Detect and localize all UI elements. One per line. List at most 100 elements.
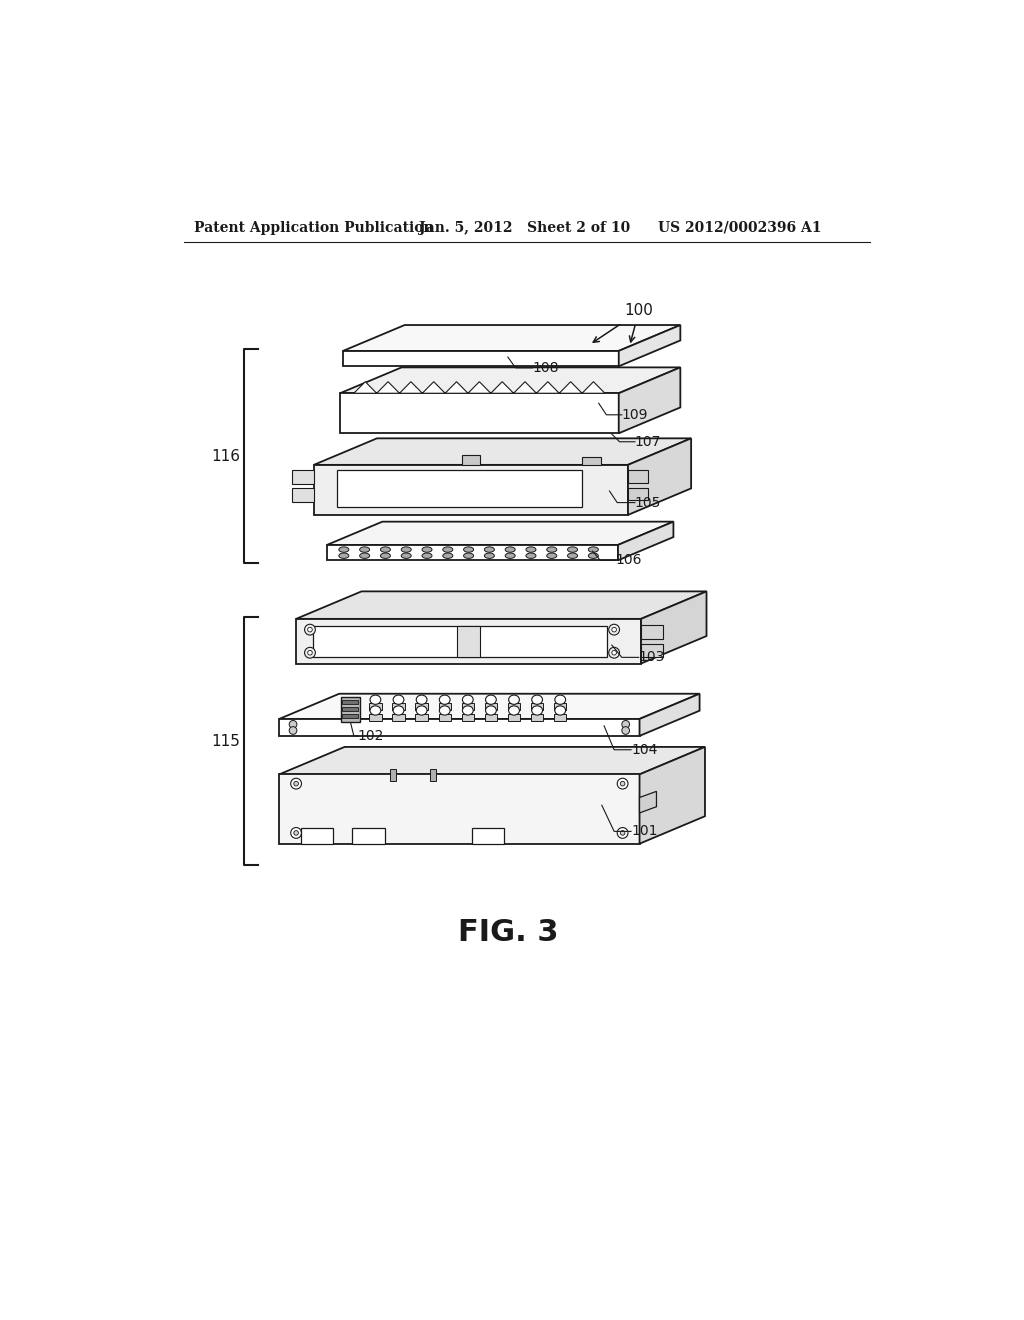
Ellipse shape — [359, 546, 370, 552]
Polygon shape — [313, 438, 691, 465]
Bar — [416, 714, 428, 721]
Polygon shape — [340, 367, 680, 393]
Text: 107: 107 — [635, 434, 662, 449]
Ellipse shape — [439, 696, 451, 705]
Polygon shape — [640, 747, 705, 843]
Polygon shape — [641, 591, 707, 664]
Bar — [508, 714, 520, 721]
Ellipse shape — [547, 546, 557, 552]
Polygon shape — [340, 393, 618, 433]
Bar — [390, 770, 396, 780]
Circle shape — [608, 624, 620, 635]
Polygon shape — [280, 694, 699, 719]
Text: 102: 102 — [357, 729, 384, 743]
Circle shape — [611, 651, 616, 655]
Ellipse shape — [442, 553, 453, 558]
Text: 104: 104 — [631, 743, 657, 756]
Ellipse shape — [370, 696, 381, 705]
Polygon shape — [343, 351, 618, 367]
Polygon shape — [280, 747, 705, 775]
Bar — [438, 714, 451, 721]
Bar — [531, 702, 544, 710]
Circle shape — [304, 647, 315, 659]
Circle shape — [611, 627, 616, 632]
Bar — [531, 714, 544, 721]
Bar — [342, 708, 357, 711]
Ellipse shape — [464, 553, 473, 558]
Ellipse shape — [555, 696, 565, 705]
Polygon shape — [472, 829, 504, 843]
Ellipse shape — [393, 696, 403, 705]
Polygon shape — [377, 381, 399, 393]
Ellipse shape — [485, 706, 497, 715]
Bar — [342, 714, 357, 718]
Ellipse shape — [401, 553, 412, 558]
Ellipse shape — [505, 553, 515, 558]
Polygon shape — [445, 381, 468, 393]
Circle shape — [307, 651, 312, 655]
Polygon shape — [399, 381, 422, 393]
Bar — [484, 714, 497, 721]
Polygon shape — [641, 626, 663, 639]
Polygon shape — [628, 470, 648, 483]
Ellipse shape — [464, 546, 473, 552]
Bar — [342, 701, 357, 705]
Circle shape — [617, 828, 628, 838]
Polygon shape — [313, 626, 607, 656]
Ellipse shape — [531, 696, 543, 705]
Text: 100: 100 — [625, 304, 653, 318]
Ellipse shape — [416, 696, 427, 705]
Polygon shape — [618, 367, 680, 433]
Ellipse shape — [547, 553, 557, 558]
Circle shape — [621, 830, 625, 836]
Polygon shape — [341, 697, 360, 722]
Polygon shape — [640, 792, 656, 813]
Circle shape — [291, 828, 301, 838]
Polygon shape — [640, 694, 699, 737]
Polygon shape — [292, 488, 313, 502]
Ellipse shape — [509, 696, 519, 705]
Polygon shape — [296, 591, 707, 619]
Text: 105: 105 — [635, 495, 662, 510]
Polygon shape — [618, 325, 680, 367]
Polygon shape — [641, 644, 663, 657]
Bar — [554, 714, 566, 721]
Ellipse shape — [484, 546, 495, 552]
Circle shape — [294, 830, 298, 836]
Text: US 2012/0002396 A1: US 2012/0002396 A1 — [658, 220, 821, 235]
Text: 115: 115 — [211, 734, 240, 748]
Polygon shape — [582, 381, 605, 393]
Circle shape — [617, 779, 628, 789]
Ellipse shape — [422, 546, 432, 552]
Ellipse shape — [589, 553, 598, 558]
Polygon shape — [296, 619, 641, 664]
Ellipse shape — [339, 546, 349, 552]
Ellipse shape — [401, 546, 412, 552]
Ellipse shape — [509, 706, 519, 715]
Polygon shape — [617, 521, 674, 560]
Text: 116: 116 — [211, 449, 240, 463]
Polygon shape — [490, 381, 514, 393]
Polygon shape — [327, 521, 674, 545]
Circle shape — [289, 726, 297, 734]
Ellipse shape — [339, 553, 349, 558]
Polygon shape — [628, 488, 648, 500]
Polygon shape — [559, 381, 582, 393]
Text: Patent Application Publication: Patent Application Publication — [194, 220, 433, 235]
Bar — [392, 714, 404, 721]
Bar — [484, 702, 497, 710]
Ellipse shape — [381, 546, 390, 552]
Bar — [392, 702, 404, 710]
Polygon shape — [457, 626, 480, 656]
Ellipse shape — [416, 706, 427, 715]
Bar — [370, 714, 382, 721]
Polygon shape — [313, 465, 628, 515]
Ellipse shape — [422, 553, 432, 558]
Polygon shape — [514, 381, 537, 393]
Text: Jan. 5, 2012   Sheet 2 of 10: Jan. 5, 2012 Sheet 2 of 10 — [419, 220, 631, 235]
Polygon shape — [582, 457, 601, 465]
Circle shape — [307, 627, 312, 632]
Ellipse shape — [381, 553, 390, 558]
Polygon shape — [280, 775, 640, 843]
Ellipse shape — [484, 553, 495, 558]
